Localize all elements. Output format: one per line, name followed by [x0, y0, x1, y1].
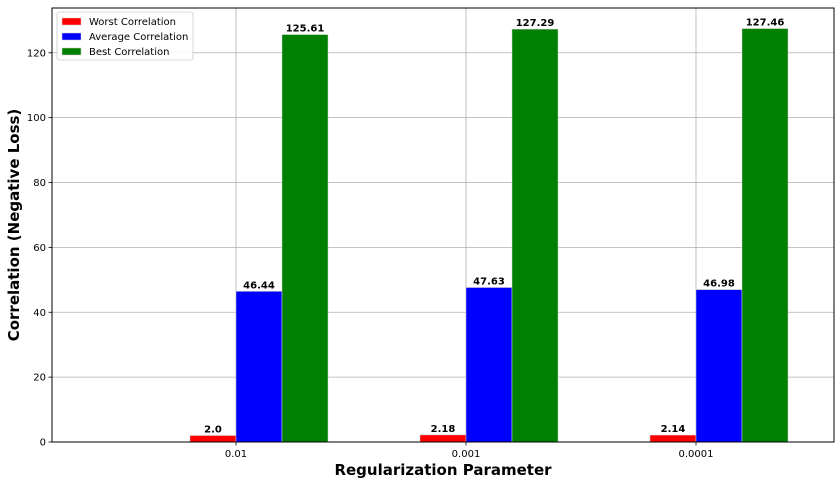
bar	[189, 435, 237, 443]
bar	[465, 287, 513, 443]
y-tick-label: 60	[33, 243, 46, 254]
y-tick-label: 80	[33, 178, 46, 189]
data-label: 46.98	[703, 279, 735, 290]
legend-label: Worst Correlation	[89, 17, 176, 28]
y-axis-title: Correlation (Negative Loss)	[5, 109, 23, 342]
data-label: 2.0	[204, 425, 222, 436]
axis-ticks: 0 20 40 60 80 100 120 0.01 0.001 0.0001	[27, 48, 714, 460]
x-tick-label: 0.01	[225, 449, 247, 460]
x-tick-label: 0.001	[452, 449, 481, 460]
data-label: 2.14	[661, 424, 686, 435]
data-label: 46.44	[243, 280, 275, 291]
y-tick-label: 100	[27, 113, 46, 124]
data-label: 127.29	[516, 18, 555, 29]
legend-box	[56, 11, 194, 61]
data-label: 125.61	[286, 24, 325, 35]
y-tick-label: 120	[27, 48, 46, 59]
bar	[281, 34, 329, 443]
legend-swatch	[61, 47, 82, 56]
bar	[741, 28, 789, 443]
y-tick-label: 0	[40, 438, 46, 449]
legend-label: Average Correlation	[89, 32, 188, 43]
bar	[649, 434, 697, 443]
legend-swatch	[61, 32, 82, 41]
x-axis-title: Regularization Parameter	[334, 461, 552, 479]
bars	[189, 28, 789, 443]
data-label: 127.46	[746, 18, 785, 29]
bar	[511, 28, 559, 443]
data-label: 47.63	[473, 277, 505, 288]
legend: Worst Correlation Average Correlation Best…	[56, 11, 194, 61]
bar	[419, 434, 467, 443]
legend-swatch	[61, 17, 82, 26]
y-tick-label: 20	[33, 373, 46, 384]
legend-label: Best Correlation	[89, 47, 169, 58]
bar	[695, 289, 743, 443]
bar	[235, 291, 283, 443]
x-tick-label: 0.0001	[679, 449, 714, 460]
plot-frame	[51, 7, 835, 443]
data-labels: 2.0 2.18 2.14 46.44 47.63 46.98 125.61 127.29 12…	[204, 18, 784, 436]
y-tick-label: 40	[33, 308, 46, 319]
data-label: 2.18	[431, 424, 456, 435]
